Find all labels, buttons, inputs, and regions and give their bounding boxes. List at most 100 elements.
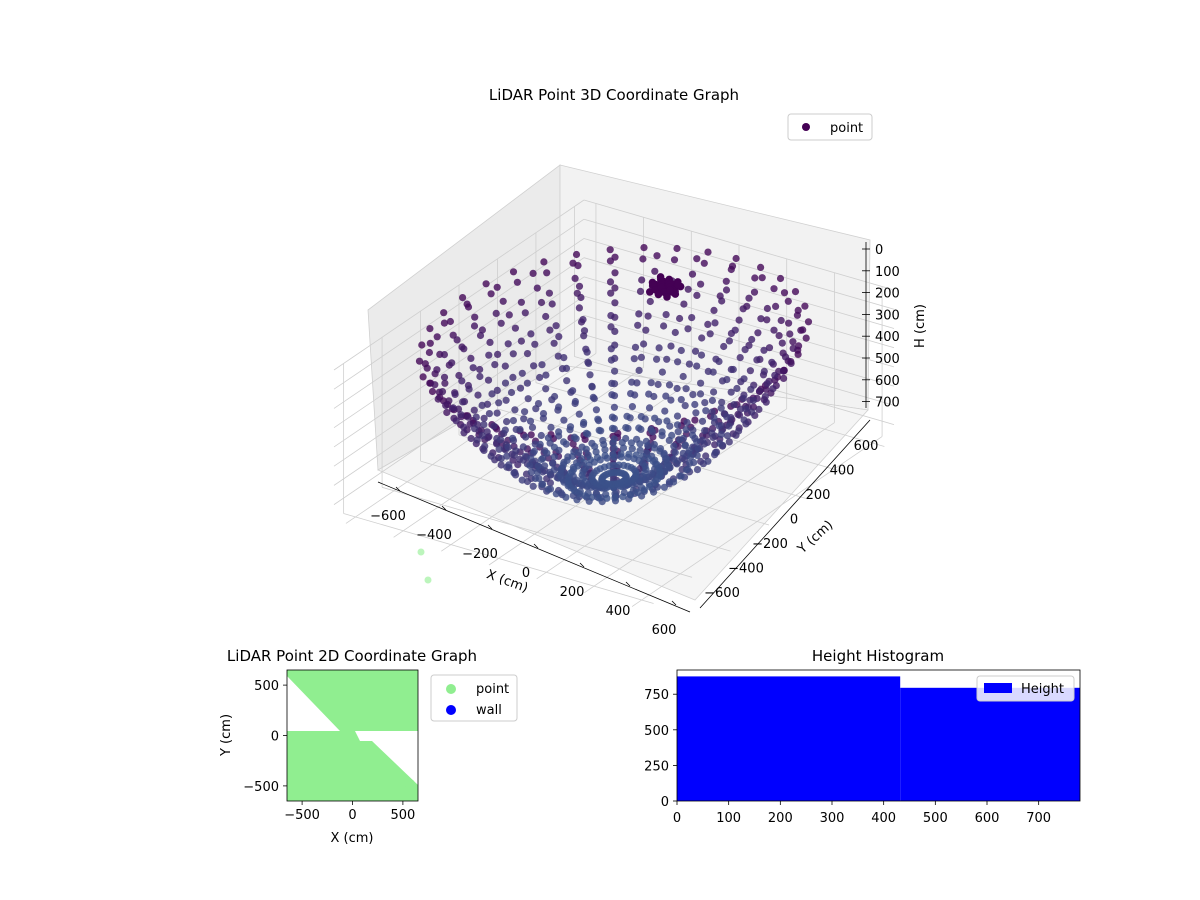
point-3d bbox=[484, 434, 492, 442]
x-tick-label: 400 bbox=[606, 604, 631, 619]
point-3d bbox=[723, 413, 731, 421]
point-3d bbox=[503, 452, 511, 460]
point-3d bbox=[689, 391, 697, 399]
title-2d: LiDAR Point 2D Coordinate Graph bbox=[227, 647, 477, 665]
point-3d bbox=[504, 443, 512, 451]
point-3d bbox=[534, 400, 543, 408]
point-3d bbox=[537, 431, 545, 440]
point-3d bbox=[789, 344, 797, 352]
point-3d bbox=[482, 280, 490, 288]
grid-line bbox=[333, 238, 585, 409]
y-label-2d: Y (cm) bbox=[219, 714, 234, 757]
legend-hist[interactable]: Height bbox=[976, 675, 1075, 702]
point-3d bbox=[769, 385, 777, 393]
point-3d bbox=[484, 376, 493, 384]
point-3d bbox=[731, 326, 739, 334]
point-3d bbox=[646, 297, 654, 306]
legend-3d[interactable]: point bbox=[787, 113, 873, 141]
x-tick-label-hist: 700 bbox=[1026, 811, 1051, 826]
point-3d bbox=[791, 288, 800, 296]
point-3d bbox=[438, 388, 447, 396]
grid-line bbox=[583, 238, 895, 329]
point-3d bbox=[504, 340, 512, 348]
point-3d bbox=[575, 282, 584, 290]
z-tick-label: 600 bbox=[875, 374, 900, 389]
point-3d bbox=[607, 289, 615, 297]
point-3d bbox=[745, 294, 753, 302]
point-3d bbox=[481, 442, 489, 450]
point-3d bbox=[472, 413, 480, 421]
point-3d bbox=[569, 440, 577, 448]
point-3d bbox=[607, 356, 616, 364]
point-3d bbox=[748, 408, 756, 416]
point-3d bbox=[660, 322, 668, 330]
point-3d bbox=[673, 244, 681, 253]
point-3d bbox=[628, 445, 636, 453]
point-3d bbox=[516, 425, 524, 434]
point-3d bbox=[555, 403, 563, 411]
legend-2d[interactable]: point wall bbox=[430, 674, 518, 722]
point-3d bbox=[689, 426, 697, 434]
point-3d bbox=[529, 269, 537, 277]
point-3d bbox=[704, 320, 712, 328]
point-3d bbox=[693, 438, 701, 446]
point-3d bbox=[433, 366, 441, 374]
point-3d bbox=[519, 443, 527, 451]
plot-2d: LiDAR Point 2D Coordinate Graph −500 0 500… bbox=[219, 647, 518, 846]
point-3d bbox=[539, 480, 547, 488]
hist-bars bbox=[677, 676, 1080, 801]
point-3d bbox=[653, 252, 661, 260]
x-tick-mark bbox=[625, 581, 631, 587]
point-3d bbox=[630, 355, 638, 363]
point-3d bbox=[696, 390, 705, 398]
point-3d bbox=[480, 414, 488, 422]
point-3d bbox=[775, 332, 783, 340]
title-3d: LiDAR Point 3D Coordinate Graph bbox=[489, 86, 739, 104]
cluster-point bbox=[663, 293, 671, 301]
point-3d bbox=[698, 334, 706, 342]
point-3d bbox=[552, 490, 560, 498]
point-3d bbox=[549, 459, 557, 468]
point-3d bbox=[708, 408, 716, 416]
point-3d bbox=[787, 359, 795, 367]
point-3d bbox=[768, 358, 776, 366]
point-3d bbox=[680, 300, 688, 308]
point-3d bbox=[804, 318, 813, 326]
point-3d bbox=[538, 361, 546, 369]
point-3d bbox=[640, 244, 648, 252]
y-tick-label-hist: 0 bbox=[661, 795, 669, 810]
point-3d bbox=[747, 385, 755, 393]
point-3d bbox=[569, 387, 577, 395]
point-3d bbox=[455, 371, 463, 380]
point-3d bbox=[580, 327, 589, 335]
point-3d bbox=[512, 447, 520, 455]
point-3d bbox=[697, 280, 705, 288]
point-3d bbox=[485, 351, 493, 359]
point-3d bbox=[459, 294, 467, 302]
point-3d bbox=[527, 330, 535, 338]
point-3d bbox=[601, 452, 609, 460]
point-3d bbox=[526, 461, 534, 470]
point-3d bbox=[681, 402, 689, 410]
point-3d bbox=[458, 377, 466, 385]
point-3d bbox=[501, 362, 509, 370]
point-3d bbox=[593, 453, 602, 461]
point-3d bbox=[619, 444, 628, 452]
point-3d bbox=[552, 322, 560, 330]
z-tick-label: 700 bbox=[875, 396, 900, 411]
point-3d bbox=[750, 288, 759, 296]
point-3d bbox=[536, 440, 544, 448]
y-tick-label: 600 bbox=[854, 439, 879, 454]
point-3d bbox=[508, 434, 517, 442]
y-tick-label: −400 bbox=[728, 562, 764, 577]
legend-2d-point-marker bbox=[446, 684, 456, 694]
point-3d bbox=[459, 398, 467, 406]
point-3d bbox=[636, 440, 644, 448]
point-3d bbox=[560, 354, 568, 362]
point-3d bbox=[691, 400, 699, 409]
point-3d bbox=[471, 313, 479, 321]
grid-line bbox=[333, 218, 585, 390]
z-tick-label: 500 bbox=[875, 352, 900, 367]
grid-line bbox=[631, 436, 883, 607]
point-3d bbox=[563, 377, 571, 385]
